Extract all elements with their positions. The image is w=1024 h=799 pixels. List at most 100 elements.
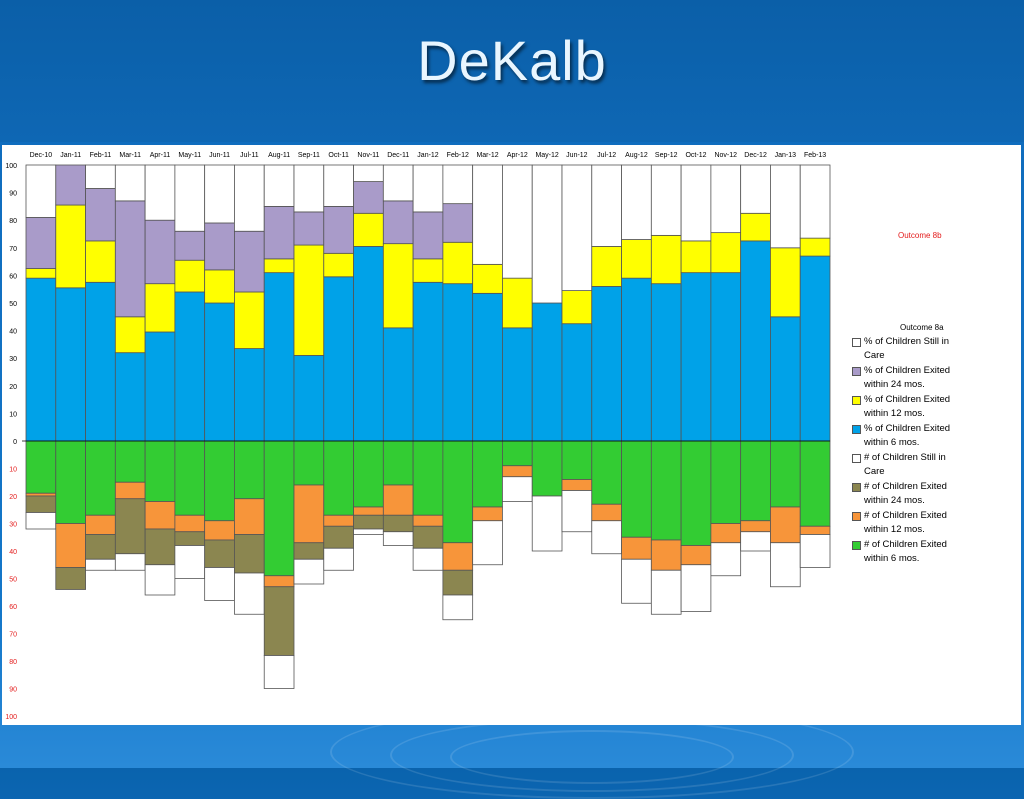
bar-segment-exited_6: [85, 281, 116, 442]
x-tick-label: May-12: [535, 152, 558, 159]
bar-segment-exited_6: [412, 281, 444, 442]
bar-segment-exited_12: [204, 269, 235, 304]
bar-segment-still_in_care: [621, 164, 652, 240]
bar-segment-count_6: [710, 440, 742, 524]
bar-segment-count_still_in_care: [293, 558, 325, 585]
bar-segment-exited_12: [561, 290, 593, 325]
x-tick-label: Jul-12: [597, 152, 616, 159]
bar-segment-exited_24: [293, 211, 325, 246]
legend-swatch: [852, 367, 861, 376]
bar-segment-count_24: [293, 542, 325, 560]
bar-segment-count_6: [650, 440, 682, 541]
y-tick-label: 90: [9, 191, 17, 198]
bar-segment-count_12: [263, 575, 295, 588]
bar-segment-exited_24: [174, 230, 206, 261]
legend-label: % of Children Still in Care: [864, 336, 950, 361]
bar-segment-count_6: [204, 440, 235, 522]
bar-segment-count_6: [382, 440, 414, 486]
bar-segment-still_in_care: [591, 164, 622, 247]
bar-segment-exited_12: [650, 234, 682, 285]
bar-segment-count_still_in_care: [234, 572, 265, 615]
bar-segment-count_6: [263, 440, 295, 577]
y-tick-label: 100: [5, 163, 17, 170]
bar-segment-exited_24: [204, 222, 235, 271]
bar-segment-exited_24: [55, 164, 86, 206]
legend-swatch: [852, 512, 861, 521]
bar-segment-exited_6: [561, 323, 593, 442]
legend-label: % of Children Exited within 6 mos.: [864, 423, 951, 448]
bar-segment-still_in_care: [502, 164, 533, 279]
bar-segment-count_12: [55, 523, 86, 568]
bar-segment-still_in_care: [353, 164, 384, 182]
legend-label: # of Children Exited within 24 mos.: [864, 481, 947, 506]
bar-segment-exited_12: [55, 204, 86, 289]
legend-label: % of Children Exited within 24 mos.: [864, 365, 951, 390]
x-tick-label: Jan-12: [417, 152, 439, 159]
bar-segment-exited_6: [621, 277, 652, 442]
bar-segment-exited_6: [442, 283, 474, 442]
bar-segment-exited_12: [591, 246, 622, 287]
bar-segment-exited_6: [531, 302, 563, 442]
x-tick-label: Jun-12: [566, 152, 588, 159]
bar-segment-exited_12: [710, 232, 742, 274]
bar-segment-count_still_in_care: [412, 547, 444, 571]
x-tick-label: Mar-12: [476, 152, 498, 159]
bar-segment-exited_12: [502, 277, 533, 329]
bar-segment-count_24: [234, 534, 265, 574]
bar-segment-still_in_care: [85, 164, 116, 189]
bar-segment-still_in_care: [770, 164, 801, 249]
bar-segment-exited_12: [323, 252, 354, 278]
bar-segment-exited_12: [442, 241, 474, 285]
bar-segment-exited_24: [353, 181, 384, 214]
bar-segment-count_still_in_care: [25, 512, 57, 530]
bar-segment-still_in_care: [650, 164, 682, 236]
bar-segment-count_24: [442, 569, 474, 596]
y-tick-label: 70: [9, 246, 17, 253]
y-tick-label: 100: [5, 714, 17, 721]
bar-segment-count_12: [412, 514, 444, 527]
bar-segment-count_still_in_care: [204, 567, 235, 601]
bar-segment-count_12: [174, 514, 206, 533]
bar-segment-count_24: [353, 514, 384, 530]
legend-item: % of Children Exited within 12 mos.: [852, 393, 962, 421]
bar-segment-exited_6: [204, 302, 235, 442]
bar-segment-count_24: [174, 531, 206, 546]
bar-segment-count_6: [293, 440, 325, 486]
bar-segment-count_still_in_care: [442, 594, 474, 621]
x-tick-label: Jan-13: [775, 152, 797, 159]
x-tick-label: Sep-12: [655, 152, 678, 159]
bar-segment-count_still_in_care: [531, 495, 563, 552]
x-tick-label: Oct-12: [685, 152, 706, 159]
bar-segment-count_24: [263, 586, 295, 656]
bar-segment-count_still_in_care: [144, 564, 176, 596]
legend-swatch: [852, 483, 861, 492]
bar-segment-count_12: [323, 514, 354, 527]
bar-segment-exited_6: [740, 240, 771, 442]
bar-segment-exited_12: [234, 291, 265, 349]
bar-segment-exited_6: [144, 331, 176, 442]
bar-segment-count_24: [85, 534, 116, 560]
legend-item: % of Children Exited within 24 mos.: [852, 364, 962, 392]
x-tick-label: Feb-11: [90, 152, 112, 159]
bar-segment-exited_12: [25, 268, 57, 279]
bar-segment-count_12: [144, 501, 176, 530]
legend-item: % of Children Still in Care: [852, 335, 962, 363]
slide-title: DeKalb: [417, 29, 607, 92]
bar-segment-still_in_care: [710, 164, 742, 234]
bar-segment-count_6: [472, 440, 503, 508]
bar-segment-exited_6: [234, 348, 265, 442]
bar-segment-count_still_in_care: [174, 545, 206, 579]
bar-segment-exited_6: [680, 272, 712, 442]
legend-item: % of Children Exited within 6 mos.: [852, 422, 962, 450]
bar-segment-count_12: [472, 506, 503, 522]
bar-segment-count_still_in_care: [353, 528, 384, 535]
bar-segment-still_in_care: [114, 164, 146, 202]
legend-swatch: [852, 541, 861, 550]
bar-segment-count_12: [114, 481, 146, 500]
y-tick-label: 30: [9, 356, 17, 363]
bar-segment-still_in_care: [263, 164, 295, 207]
legend-item: # of Children Exited within 24 mos.: [852, 480, 962, 508]
bar-segment-count_still_in_care: [621, 558, 652, 604]
bar-segment-still_in_care: [472, 164, 503, 265]
bar-segment-count_12: [770, 506, 801, 544]
